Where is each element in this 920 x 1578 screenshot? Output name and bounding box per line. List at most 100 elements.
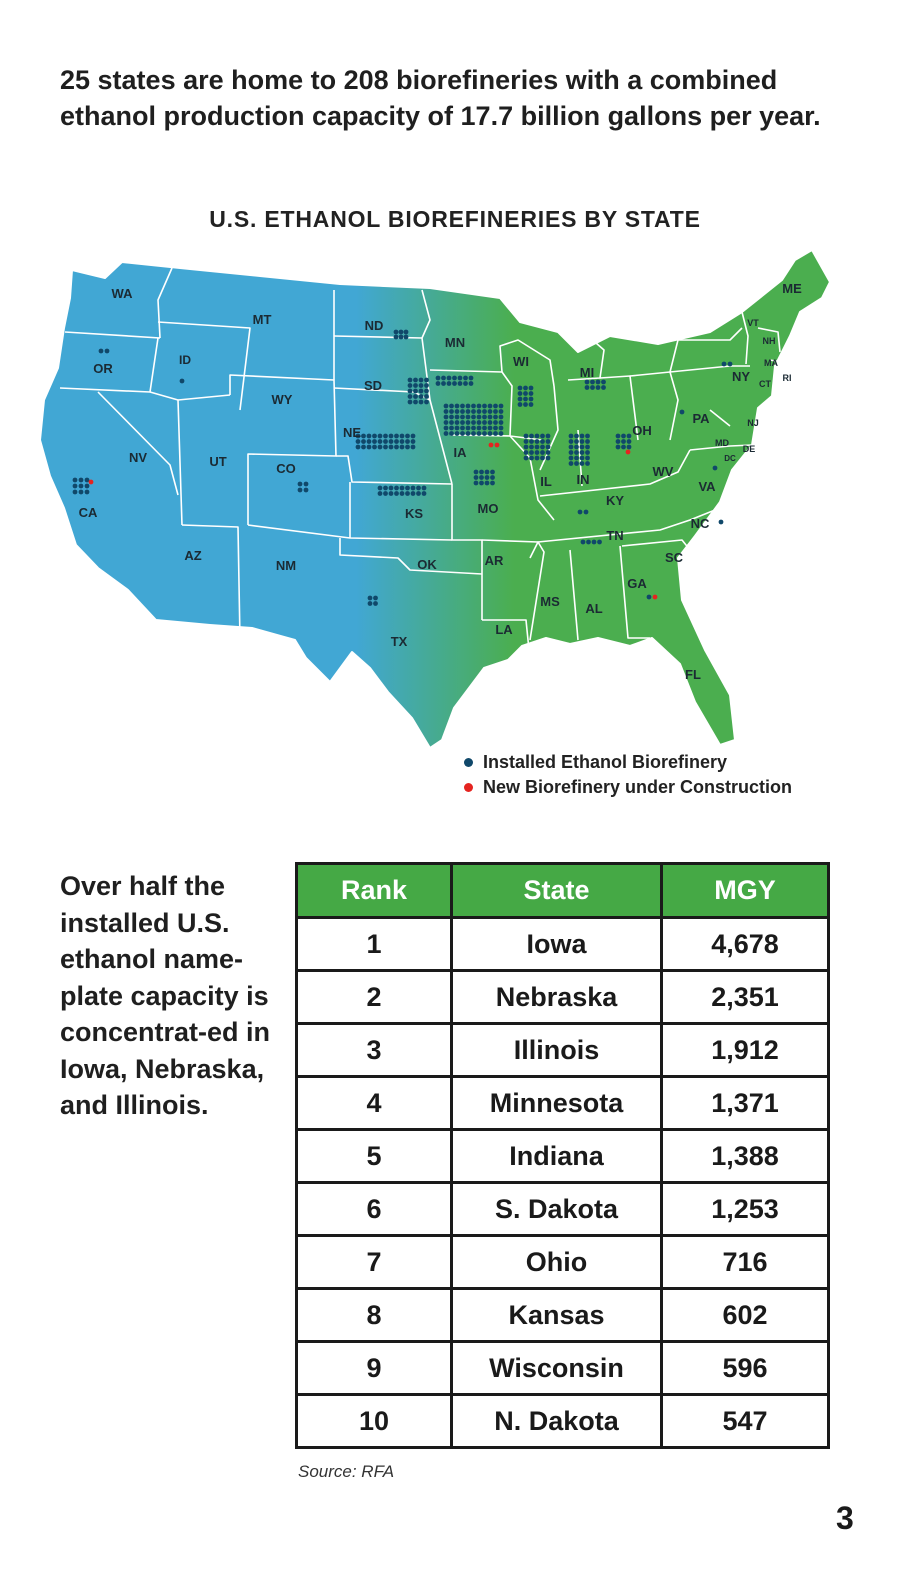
installed-dot [626,433,632,439]
installed-dot [626,444,632,450]
cell-state: Illinois [450,1022,663,1078]
installed-dot [465,414,471,420]
installed-dot [540,439,545,444]
installed-dot [568,450,574,455]
installed-dot [597,539,602,545]
installed-dot [407,394,413,399]
cell-mgy: 4,678 [660,916,830,972]
installed-dot [621,444,626,450]
installed-dot [590,385,595,390]
installed-dot [424,394,429,399]
installed-dot [421,485,427,491]
installed-dot [493,431,498,436]
installed-dot [568,439,574,444]
state-label-al: AL [585,601,602,616]
installed-dot [585,433,590,439]
installed-dot [517,402,523,407]
installed-dot [383,491,388,496]
installed-dot [545,439,551,444]
installed-dot [443,403,449,409]
cell-rank: 6 [295,1181,453,1237]
installed-dot [398,329,404,335]
installed-dot [377,439,383,444]
installed-dot [399,485,405,491]
installed-dot [372,444,377,450]
installed-dot [416,485,421,491]
installed-dot [528,402,534,407]
installed-dot [476,420,482,425]
installed-dot [413,399,418,405]
installed-dot [366,444,372,450]
state-label-ri: RI [783,373,792,383]
installed-dot [679,409,685,415]
installed-dot [407,399,413,405]
state-label-sc: SC [665,550,684,565]
installed-dot [394,485,399,491]
state-label-oh: OH [632,423,652,438]
state-label-mt: MT [253,312,272,327]
installed-dot [568,444,574,450]
construction-dot [494,442,500,448]
installed-dot [540,444,545,450]
installed-dot [454,409,460,414]
installed-dot [72,489,78,495]
state-label-wy: WY [272,392,293,407]
construction-dot [88,479,94,485]
installed-dot [476,409,482,414]
state-label-in: IN [577,472,590,487]
state-label-vt: VT [747,318,759,328]
state-label-de: DE [743,444,756,454]
installed-dot [591,539,597,545]
construction-dot [652,594,658,600]
state-label-ma: MA [764,358,778,368]
table-row: 5 Indiana 1,388 [295,1128,830,1184]
installed-dot [579,444,585,450]
installed-dot [303,481,309,487]
state-label-ar: AR [485,553,504,568]
installed-dot [454,420,460,425]
header-state: State [450,862,663,919]
state-label-wa: WA [112,286,134,301]
installed-dot [424,377,429,383]
state-label-nd: ND [365,318,384,333]
cell-mgy: 716 [660,1234,830,1290]
state-label-ne: NE [343,425,361,440]
installed-dot [366,439,372,444]
installed-dot [482,425,487,431]
installed-dot [471,414,476,420]
installed-dot [413,383,418,388]
state-label-la: LA [495,622,513,637]
side-paragraph: Over half the installed U.S. ethanol nam… [60,871,271,1120]
installed-dot [410,444,416,450]
installed-dot [471,403,476,409]
state-label-ok: OK [417,557,437,572]
cell-mgy: 1,253 [660,1181,830,1237]
cell-state: Wisconsin [450,1340,663,1396]
installed-dot [579,439,585,444]
installed-dot [545,450,551,455]
installed-dot [84,489,90,495]
state-label-nh: NH [763,336,776,346]
installed-dot [393,329,399,335]
installed-dot [568,455,574,461]
installed-dot [579,455,585,461]
installed-dot [574,444,579,450]
installed-dot [399,491,405,496]
installed-dot [460,409,465,414]
installed-dot [498,403,504,409]
intro-paragraph: 25 states are home to 208 biorefineries … [60,65,821,131]
installed-dot [413,394,418,399]
installed-dot [479,475,484,480]
cell-rank: 7 [295,1234,453,1290]
installed-dot [416,491,421,496]
installed-dot [528,396,534,402]
table-header-row: Rank State MGY [295,862,830,919]
installed-dot [482,403,487,409]
installed-dot [529,450,534,455]
installed-dot [585,450,590,455]
installed-dot [574,433,579,439]
installed-dot [579,450,585,455]
installed-dot [465,420,471,425]
installed-dot [465,409,471,414]
cell-state: Indiana [450,1128,663,1184]
